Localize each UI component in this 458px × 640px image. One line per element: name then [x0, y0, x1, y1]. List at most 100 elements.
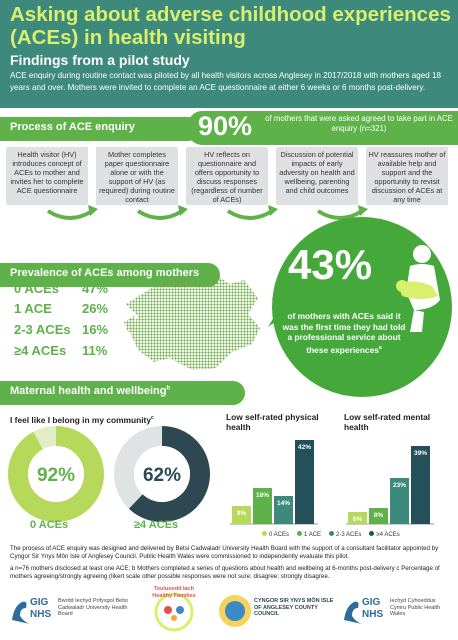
bar	[274, 496, 293, 524]
legend-swatch	[329, 531, 335, 536]
public-health-wales-logo: GIG NHS Iechyd Cyhoeddus Cymru Public He…	[342, 594, 452, 630]
ace-row-pct: 11%	[82, 343, 108, 358]
legend-item: 0 ACEs	[262, 531, 289, 538]
arrow-head-icon	[178, 205, 188, 216]
process-section-label: Process of ACE enquiry	[0, 117, 200, 141]
chart-legend: 0 ACEs 1 ACE 2-3 ACEs ≥4 ACEs	[262, 523, 458, 538]
bar	[390, 478, 409, 524]
curved-arrow-icon	[316, 209, 364, 220]
donut-value: 92%	[37, 465, 75, 486]
mother-baby-icon	[396, 245, 440, 332]
bar	[369, 508, 388, 524]
logo-text-phw: Iechyd Cyhoeddus Cymru Public Health Wal…	[390, 598, 441, 617]
bar-value-label: 18%	[256, 492, 269, 499]
bar	[411, 446, 430, 524]
mental-health-bars: 6% 8% 23% 39%	[346, 446, 434, 525]
donut-segment	[114, 426, 210, 522]
nhs-text: NHS	[30, 609, 52, 620]
legend-swatch	[262, 531, 267, 536]
health-bar-charts: 9% 18% 14% 42% 6% 8% 23% 39%	[230, 440, 434, 525]
agree-percentage: 90%	[198, 111, 253, 141]
first-time-told-pct: 43%	[288, 241, 373, 288]
physical-health-bars: 9% 18% 14% 42%	[230, 440, 318, 525]
logo-text-healthy-families: Teuluoedd Iach Healthy Families	[152, 586, 196, 599]
legend-swatch	[369, 531, 375, 536]
mental-chart-title: Low self-rated mental health	[344, 412, 431, 432]
council-crest-icon	[219, 595, 251, 627]
page-title-line-2: (ACEs) in health visiting	[10, 26, 246, 49]
bar	[295, 440, 314, 524]
curved-arrow-icon	[136, 209, 184, 220]
logo-text-bcuhb: Bwrdd Iechyd Prifysgol Betsi Cadwaladr U…	[58, 598, 128, 617]
donut-chart-0-aces: 92%	[8, 426, 104, 522]
bar	[253, 488, 272, 524]
donut-segment	[8, 426, 104, 522]
bar	[232, 506, 251, 524]
process-arrows	[46, 205, 368, 220]
header-banner	[0, 0, 458, 108]
anglesey-council-logo: CYNGOR SIR YNYS MÔN ISLE OF ANGLESEY COU…	[218, 592, 336, 632]
bar	[348, 512, 367, 524]
agree-banner	[188, 111, 458, 145]
belong-title: I feel like I belong in my communityc	[10, 414, 154, 425]
donut-hole	[28, 446, 84, 502]
bar-value-label: 9%	[237, 510, 247, 517]
page-subtitle: Findings from a pilot study	[10, 52, 190, 68]
arrow-head-icon	[268, 205, 278, 216]
anglesey-map-icon	[124, 274, 260, 370]
first-time-told-text: of mothers with ACEs said it was the fir…	[282, 311, 406, 355]
curved-arrow-icon	[46, 209, 94, 220]
dragon-logo-icon	[12, 601, 30, 624]
arrow-head-icon	[358, 205, 368, 216]
ace-row-label: 0 ACEs	[14, 281, 60, 296]
gig-text: GIG	[30, 597, 49, 608]
bar-value-label: 14%	[277, 500, 290, 507]
legend-label: 1 ACE	[304, 532, 322, 538]
bar-value-label: 39%	[414, 450, 427, 457]
belong-donuts: 92% 62%	[8, 426, 210, 522]
speech-tail-icon	[268, 287, 296, 327]
donut-label-0-aces: 0 ACEs	[30, 519, 69, 531]
ace-row-label: 1 ACE	[14, 301, 52, 316]
legend-item: 1 ACE	[297, 531, 321, 538]
process-step-1: Health visitor (HV) introduces concept o…	[6, 147, 88, 205]
process-step-5: HV reassures mother of available help an…	[366, 147, 448, 205]
donut-value: 62%	[143, 465, 181, 486]
curved-arrow-icon	[226, 209, 274, 220]
healthy-families-emblem-icon	[154, 592, 194, 632]
process-step-4: Discussion of potential impacts of early…	[276, 147, 358, 205]
ace-row-label: 2-3 ACEs	[14, 322, 71, 337]
intro-text: ACE enquiry during routine contact was p…	[10, 71, 442, 92]
legend-swatch	[297, 531, 303, 536]
arrow-head-icon	[88, 205, 98, 216]
healthy-families-logo: Teuluoedd Iach Healthy Families	[148, 586, 200, 634]
ace-row-label: ≥4 ACEs	[14, 343, 67, 358]
ace-row-pct: 26%	[82, 301, 109, 316]
legend-item: ≥4 ACEs	[369, 531, 400, 538]
bar-value-label: 42%	[298, 444, 311, 451]
bar-value-label: 23%	[393, 482, 406, 489]
donut-label-4-aces: ≥4 ACEs	[134, 519, 179, 531]
legend-label: 2-3 ACEs	[336, 532, 362, 538]
legend-item: 2-3 ACEs	[329, 531, 361, 538]
ace-row-pct: 16%	[82, 322, 109, 337]
dragon-logo-icon	[344, 601, 362, 624]
legend-label: 0 ACEs	[269, 532, 290, 538]
physical-chart-title: Low self-rated physical health	[226, 412, 319, 432]
bar-value-label: 8%	[374, 512, 384, 519]
agree-text: of mothers that were asked agreed to tak…	[265, 114, 453, 133]
donut-chart-4-aces: 62%	[114, 426, 210, 522]
nhs-text: NHS	[362, 609, 384, 620]
process-step-2: Mother completes paper questionnaire alo…	[96, 147, 178, 205]
page-title-line-1: Asking about adverse childhood experienc…	[10, 3, 451, 26]
maternal-section-label: Maternal health and wellbeingb	[0, 381, 245, 405]
logo-text-council: CYNGOR SIR YNYS MÔN ISLE OF ANGLESEY COU…	[254, 598, 334, 617]
legend-label: ≥4 ACEs	[376, 532, 400, 538]
ace-row-pct: 47%	[82, 281, 109, 296]
donut-hole	[134, 446, 190, 502]
bar-value-label: 6%	[353, 516, 363, 523]
footer-note-1: The process of ACE enquiry was designed …	[10, 545, 439, 561]
process-step-3: HV reflects on questionnaire and offers …	[186, 147, 268, 205]
footer-note-2: a n=76 mothers disclosed at least one AC…	[10, 565, 440, 581]
betsi-cadwaladr-logo: GIG NHS Bwrdd Iechyd Prifysgol Betsi Cad…	[10, 594, 132, 630]
